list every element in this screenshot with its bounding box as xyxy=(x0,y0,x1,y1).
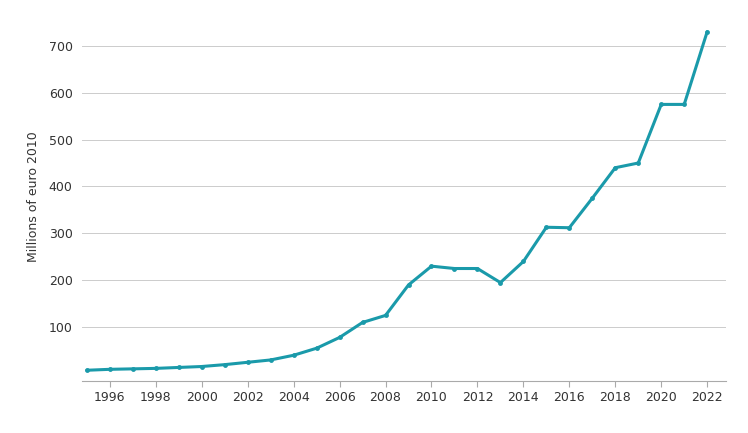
Y-axis label: Millions of euro 2010: Millions of euro 2010 xyxy=(27,132,40,262)
